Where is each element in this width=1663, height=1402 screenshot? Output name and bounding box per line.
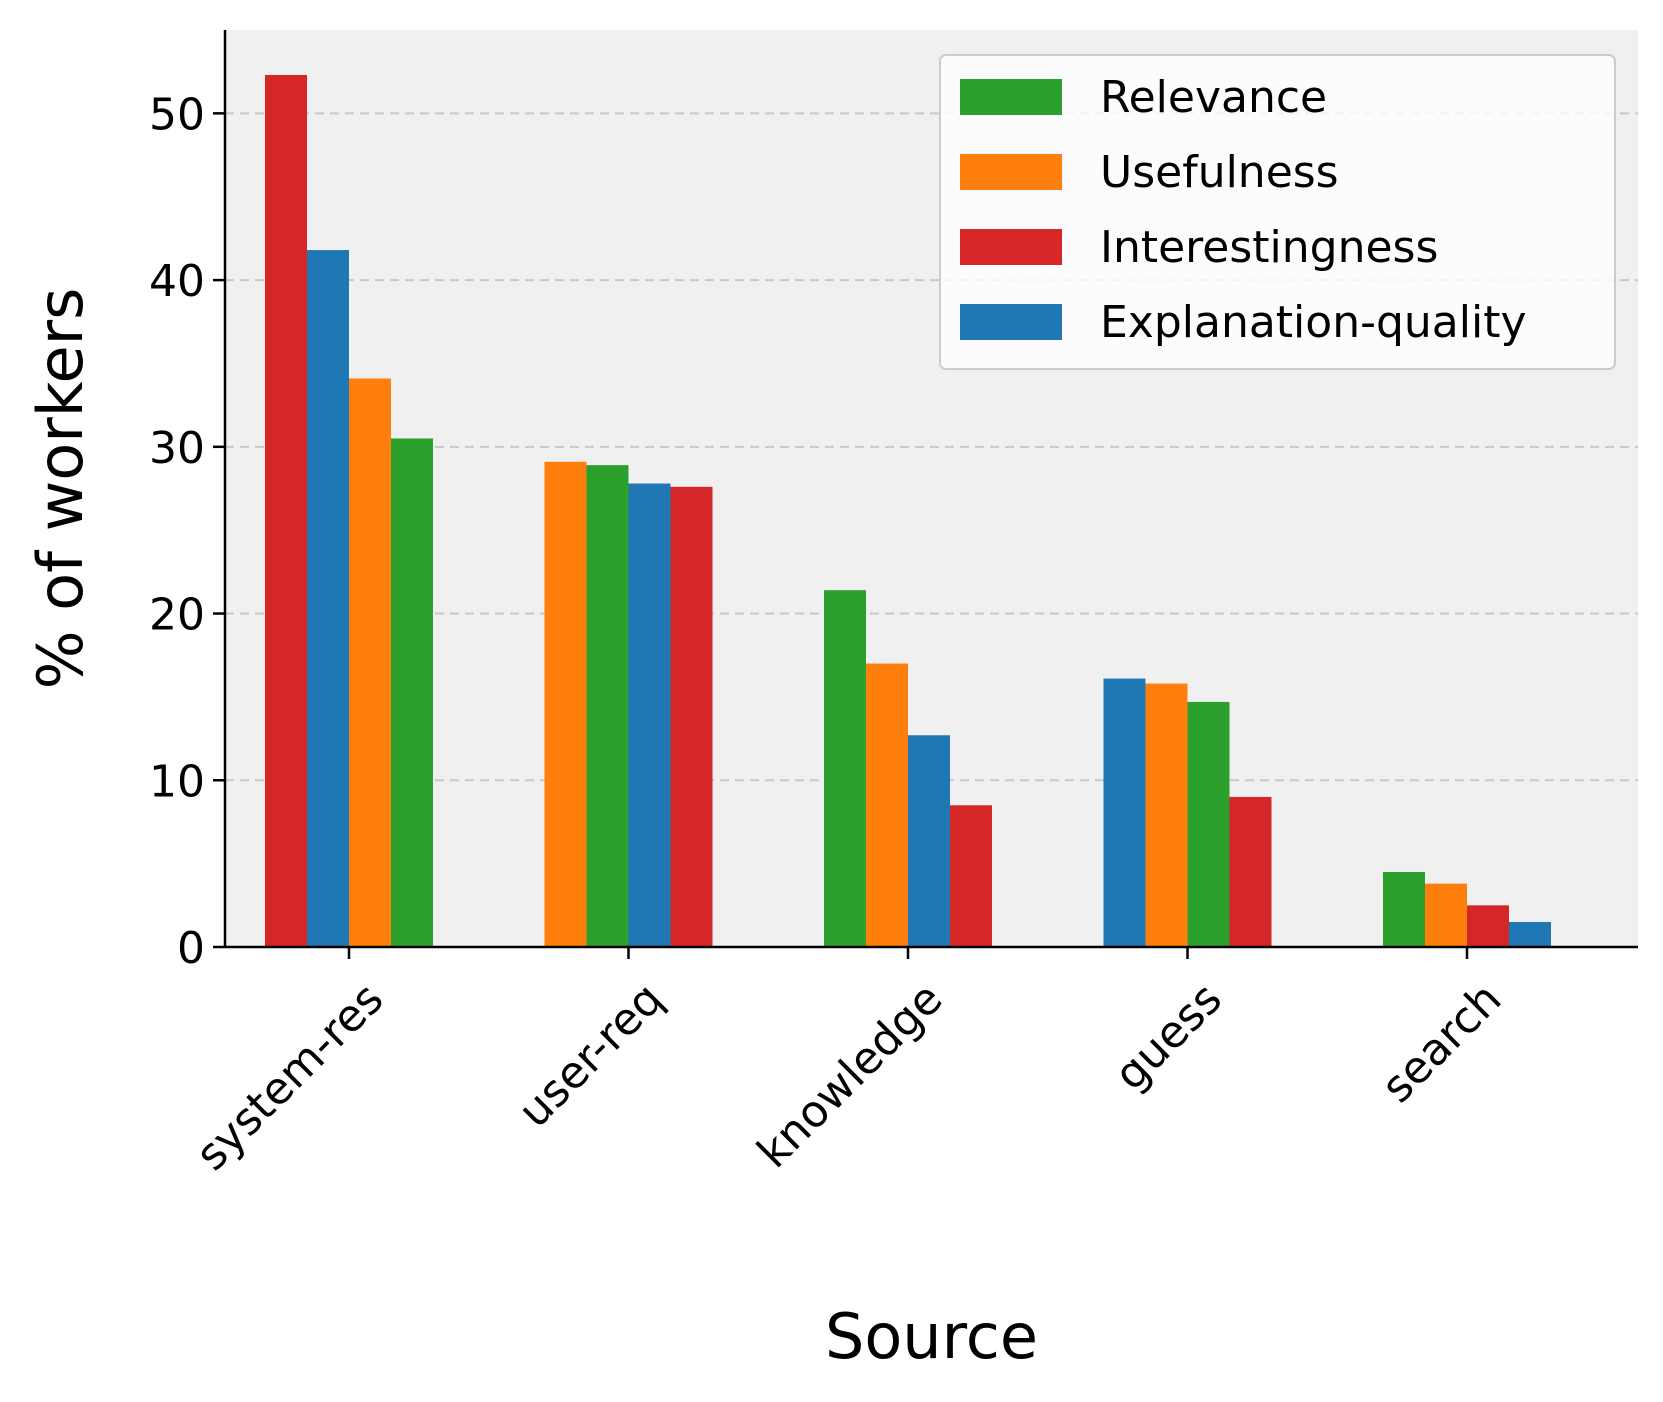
bar-guess-usefulness	[1145, 683, 1188, 947]
bar-knowledge-relevance	[824, 590, 866, 947]
legend-swatch	[960, 79, 1062, 115]
bar-search-usefulness	[1425, 883, 1467, 947]
y-tick-label: 50	[149, 89, 205, 140]
bar-guess-relevance	[1187, 701, 1230, 947]
y-tick-label: 0	[177, 923, 205, 974]
legend-swatch	[960, 229, 1062, 265]
bar-system-res-explanation-quality	[307, 250, 349, 947]
legend-swatch	[960, 154, 1062, 190]
bar-search-interestingness	[1467, 905, 1509, 947]
bar-guess-explanation-quality	[1103, 678, 1146, 947]
bar-user-req-usefulness	[544, 461, 587, 947]
bar-system-res-usefulness	[349, 378, 391, 948]
legend-frame	[939, 54, 1616, 370]
bar-knowledge-usefulness	[866, 663, 908, 947]
x-tick-labels: system-res user-req knowledge guess search	[186, 947, 1511, 1181]
axes	[223, 30, 1638, 949]
bar-system-res-interestingness	[265, 75, 307, 948]
bar-knowledge-interestingness	[950, 805, 992, 947]
y-tick-label: 40	[149, 256, 205, 307]
x-tick-label: system-res	[186, 973, 393, 1180]
bar-user-req-explanation-quality	[628, 483, 671, 947]
x-axis-title: Source	[825, 1300, 1038, 1373]
bar-knowledge-explanation-quality	[908, 735, 950, 947]
legend-label: Usefulness	[1100, 147, 1339, 198]
y-tick-label: 30	[149, 423, 205, 474]
x-tick-label: user-req	[509, 973, 673, 1137]
legend-swatch	[960, 304, 1062, 340]
bar-user-req-relevance	[586, 465, 629, 947]
y-tick-label: 20	[149, 590, 205, 641]
bar-user-req-interestingness	[670, 486, 713, 947]
x-tick-label: knowledge	[748, 973, 953, 1178]
x-tick-label: guess	[1105, 973, 1232, 1100]
x-tick-label: search	[1372, 973, 1511, 1112]
bar-search-relevance	[1383, 871, 1425, 947]
y-tick-labels: 0 10 20 30 40 50	[149, 89, 225, 974]
legend-label: Relevance	[1100, 72, 1327, 123]
y-axis-title: % of workers	[24, 288, 97, 690]
legend-label: Interestingness	[1100, 222, 1438, 273]
bar-system-res-relevance	[391, 438, 433, 947]
bar-search-explanation-quality	[1509, 921, 1551, 947]
legend-label: Explanation-quality	[1100, 297, 1527, 348]
y-tick-label: 10	[149, 756, 205, 807]
legend: Relevance Usefulness Interestingness Explan…	[939, 54, 1616, 370]
bar-guess-interestingness	[1229, 796, 1272, 947]
bars	[265, 75, 1551, 948]
